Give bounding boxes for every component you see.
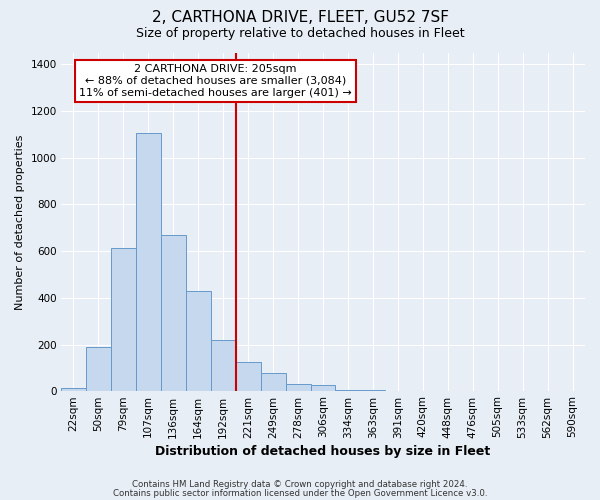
Text: 2, CARTHONA DRIVE, FLEET, GU52 7SF: 2, CARTHONA DRIVE, FLEET, GU52 7SF: [151, 10, 449, 25]
Bar: [61, 388, 86, 392]
Bar: [361, 390, 385, 392]
X-axis label: Distribution of detached houses by size in Fleet: Distribution of detached houses by size …: [155, 444, 491, 458]
Bar: [161, 234, 186, 392]
Bar: [335, 390, 361, 392]
Y-axis label: Number of detached properties: Number of detached properties: [15, 134, 25, 310]
Text: Size of property relative to detached houses in Fleet: Size of property relative to detached ho…: [136, 28, 464, 40]
Bar: [236, 362, 260, 392]
Text: Contains HM Land Registry data © Crown copyright and database right 2024.: Contains HM Land Registry data © Crown c…: [132, 480, 468, 489]
Text: 2 CARTHONA DRIVE: 205sqm
← 88% of detached houses are smaller (3,084)
11% of sem: 2 CARTHONA DRIVE: 205sqm ← 88% of detach…: [79, 64, 352, 98]
Bar: [86, 347, 111, 392]
Bar: [136, 133, 161, 392]
Bar: [286, 384, 311, 392]
Text: Contains public sector information licensed under the Open Government Licence v3: Contains public sector information licen…: [113, 488, 487, 498]
Bar: [260, 372, 286, 392]
Bar: [311, 386, 335, 392]
Bar: [211, 340, 236, 392]
Bar: [111, 248, 136, 392]
Bar: [186, 291, 211, 392]
